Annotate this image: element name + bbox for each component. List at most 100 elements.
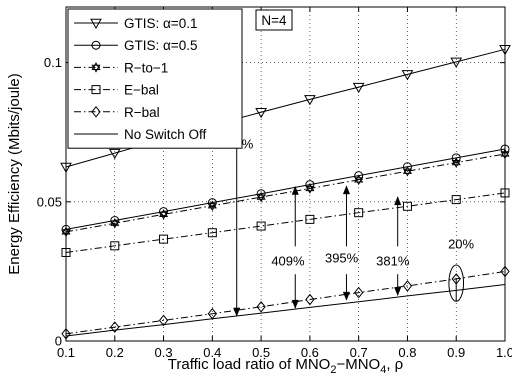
marker-hexagram	[354, 174, 364, 186]
x-tick-label: 0.9	[447, 345, 465, 360]
x-tick-label: 0.7	[350, 345, 368, 360]
marker-hexagram	[91, 62, 101, 73]
marker-circle	[256, 189, 266, 199]
n-label-box: N=4	[255, 9, 293, 31]
marker-square	[110, 241, 120, 251]
series-line	[65, 148, 506, 230]
y-tick-label: 0	[55, 334, 62, 349]
marker-diamond	[158, 314, 169, 327]
x-axis-label-subscript: 4	[380, 364, 386, 376]
marker-square	[207, 228, 217, 238]
marker-diamond	[305, 293, 315, 306]
series-5	[65, 284, 506, 337]
x-tick-label: 1.0	[496, 345, 512, 360]
legend: GTIS: α=0.1 GTIS: α=0.5 R−to−1 E−bal R−bal No…	[67, 8, 243, 149]
percent-label: 409%	[271, 253, 305, 268]
marker-hexagram	[207, 200, 217, 211]
annotation-arrow-head	[291, 185, 299, 195]
percent-label: 381%	[376, 253, 410, 268]
marker-triangle-down	[401, 70, 414, 81]
marker-hexagram	[159, 209, 169, 220]
percent-label: 395%	[325, 251, 359, 266]
marker-square	[159, 234, 169, 244]
tick-layer: 0.1 0.2 0.3 0.4 0.5 0.6 0.7 0.8 0.9 1.0 0 0.05 0.1	[37, 7, 512, 360]
legend-entry-3: E−bal	[74, 83, 159, 98]
marker-circle	[354, 171, 364, 181]
legend-label: E−bal	[124, 83, 159, 98]
series-line	[65, 153, 506, 233]
marker-diamond	[110, 321, 120, 333]
marker-square	[354, 208, 364, 218]
series-line	[65, 270, 506, 335]
marker-hexagram	[256, 191, 266, 203]
annotation-arrow-head	[342, 185, 351, 195]
marker-triangle-down	[108, 148, 121, 160]
legend-entry-2: R−to−1	[74, 60, 168, 75]
marker-triangle-down	[450, 57, 463, 68]
legend-entry-0: GTIS: α=0.1	[74, 16, 197, 31]
x-tick-label: 0.6	[301, 345, 319, 360]
y-tick-label: 0.05	[37, 194, 62, 209]
marker-square	[402, 201, 412, 211]
legend-frame	[67, 8, 243, 149]
marker-circle	[207, 198, 217, 208]
legend-label: R−to−1	[124, 60, 168, 75]
marker-hexagram	[451, 157, 461, 168]
annotation-arrow-head	[342, 291, 351, 301]
x-axis-label-part: −MNO	[336, 356, 380, 373]
x-tick-label: 0.4	[203, 345, 221, 360]
marker-circle	[159, 207, 169, 217]
marker-hexagram	[402, 165, 412, 177]
series-line	[65, 284, 506, 337]
marker-triangle-down	[352, 82, 365, 94]
legend-label: GTIS: α=0.5	[124, 38, 197, 53]
marker-triangle-down	[304, 95, 316, 106]
marker-diamond	[402, 280, 413, 292]
annotation-arrow-head	[233, 307, 241, 317]
y-axis-label: Energy Efficiency (Mbits/joule)	[6, 73, 23, 274]
marker-circle	[91, 40, 101, 50]
series-line	[65, 192, 506, 253]
x-tick-label: 0.8	[398, 345, 416, 360]
axis-labels: Traffic load ratio of MNO2−MNO4, ρ Energy…	[6, 73, 403, 376]
x-axis-label-part: , ρ	[386, 356, 403, 373]
annotation-arrow-head	[291, 299, 299, 309]
legend-entry-4: R−bal	[74, 105, 160, 120]
x-tick-label: 0.5	[252, 345, 270, 360]
n-label-frame	[255, 9, 293, 31]
plot-frame	[65, 6, 506, 342]
marker-square	[91, 85, 101, 95]
marker-hexagram	[305, 183, 315, 194]
n-label: N=4	[261, 13, 287, 28]
marker-diamond	[354, 286, 364, 299]
y-tick-label: 0.1	[44, 55, 62, 70]
x-axis-label: Traffic load ratio of MNO2−MNO4, ρ	[168, 356, 403, 376]
legend-label: GTIS: α=0.1	[124, 16, 197, 31]
legend-entry-5: No Switch Off	[74, 127, 207, 142]
x-tick-label: 0.3	[155, 345, 173, 360]
x-tick-label: 0.1	[57, 345, 75, 360]
x-axis-label-subscript: 2	[330, 364, 336, 376]
x-axis-label-part: Traffic load ratio of MNO	[168, 356, 331, 373]
marker-circle	[402, 162, 412, 172]
marker-hexagram	[110, 218, 120, 229]
marker-circle	[110, 215, 120, 225]
legend-entry-1: GTIS: α=0.5	[74, 38, 197, 53]
marker-square	[451, 195, 461, 205]
marker-triangle-down	[90, 18, 102, 30]
legend-label: No Switch Off	[124, 127, 207, 142]
marker-triangle-down	[255, 107, 267, 119]
x-tick-label: 0.2	[106, 345, 124, 360]
percent-label: 20%	[448, 237, 474, 252]
marker-diamond	[256, 300, 266, 313]
annotation-arrow-head	[394, 196, 402, 206]
marker-circle	[451, 153, 461, 163]
marker-square	[305, 214, 315, 224]
annotation-arrow-head	[394, 287, 402, 297]
series-layer	[60, 45, 511, 340]
marker-diamond	[91, 105, 101, 118]
legend-label: R−bal	[124, 105, 160, 120]
marker-square	[256, 221, 266, 231]
series-3	[61, 188, 510, 257]
